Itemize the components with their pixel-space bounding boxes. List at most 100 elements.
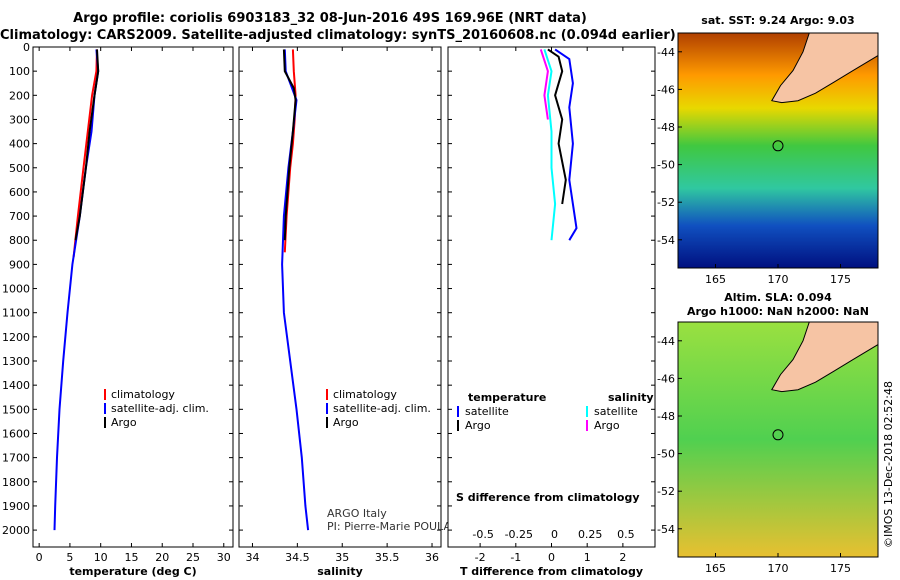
top-axis-label: S difference from climatology: [456, 491, 640, 504]
temperature-panel: 0 100 200 300 400 500 600 700 800 900 1000 1100 1200…: [2, 41, 234, 578]
y-tick-label: 700: [9, 210, 30, 223]
x-tick-label: 36: [425, 551, 439, 564]
x-axis-label: salinity: [317, 565, 363, 578]
x-tick-label: 25: [186, 551, 200, 564]
y-tick-label: 800: [9, 234, 30, 247]
title-line-1: Argo profile: coriolis 6903183_32 08-Jun…: [73, 11, 587, 26]
y-tick-label: 200: [9, 89, 30, 102]
x-tick-label: 15: [124, 551, 138, 564]
x-tick-label: 35: [335, 551, 349, 564]
top-tick-label: 0.5: [617, 528, 635, 541]
x-tick-label: 1: [584, 551, 591, 564]
title-line-2: Climatology: CARS2009. Satellite-adjuste…: [0, 28, 676, 43]
top-tick-label: -0.25: [505, 528, 533, 541]
x-tick-label: 165: [705, 273, 726, 286]
legend-label: satellite-adj. clim.: [333, 402, 431, 415]
legend-label: Argo: [465, 419, 491, 432]
y-tick-label: 1400: [2, 379, 30, 392]
y-tick-label: -52: [657, 485, 675, 498]
x-tick-label: 35.5: [375, 551, 400, 564]
y-tick-label: 0: [23, 41, 30, 54]
y-tick-label: -48: [657, 410, 675, 423]
x-tick-label: 170: [768, 562, 789, 575]
imos-watermark: ©IMOS 13-Dec-2018 02:52:48: [882, 381, 895, 548]
x-tick-label: 34: [245, 551, 259, 564]
legend-label: satellite: [465, 405, 509, 418]
y-tick-label: 1200: [2, 331, 30, 344]
legend-label: satellite-adj. clim.: [111, 402, 209, 415]
legend-label: satellite: [594, 405, 638, 418]
x-tick-label: -2: [475, 551, 486, 564]
top-tick-label: -0.5: [472, 528, 493, 541]
y-tick-label: -46: [657, 83, 675, 96]
y-tick-label: 500: [9, 162, 30, 175]
x-tick-label: 0: [548, 551, 555, 564]
y-tick-label: 2000: [2, 524, 30, 537]
legend-label: climatology: [333, 388, 397, 401]
map-title: Argo h1000: NaN h2000: NaN: [687, 305, 869, 318]
y-tick-label: 600: [9, 186, 30, 199]
y-tick-label: 1100: [2, 307, 30, 320]
y-tick-label: 1000: [2, 283, 30, 296]
y-tick-label: -52: [657, 196, 675, 209]
float-marker: [772, 429, 784, 441]
y-tick-label: 1900: [2, 500, 30, 513]
y-tick-label: -54: [657, 234, 675, 247]
map-title: sat. SST: 9.24 Argo: 9.03: [701, 14, 854, 27]
y-tick-label: 300: [9, 113, 30, 126]
y-tick-label: 400: [9, 138, 30, 151]
x-axis-label: temperature (deg C): [69, 565, 196, 578]
y-tick-label: 1700: [2, 452, 30, 465]
y-tick-label: -54: [657, 523, 675, 536]
x-tick-label: 165: [705, 562, 726, 575]
y-tick-label: -50: [657, 448, 675, 461]
legend-label: Argo: [594, 419, 620, 432]
legend-title: salinity: [608, 391, 654, 404]
float-marker: [772, 140, 784, 152]
x-tick-label: 30: [217, 551, 231, 564]
y-tick-label: -50: [657, 159, 675, 172]
x-tick-label: 2: [619, 551, 626, 564]
x-tick-label: 34.5: [285, 551, 310, 564]
y-tick-label: 100: [9, 65, 30, 78]
x-tick-label: 5: [66, 551, 73, 564]
x-tick-label: 175: [830, 562, 851, 575]
y-tick-label: 1800: [2, 476, 30, 489]
x-tick-label: 20: [155, 551, 169, 564]
y-tick-label: -46: [657, 372, 675, 385]
series-line: [74, 49, 100, 241]
y-tick-label: -44: [657, 335, 675, 348]
salinity-panel: 34 34.5 35 35.5 36 salinity climatologysatelli…: [238, 46, 462, 578]
x-tick-label: 10: [94, 551, 108, 564]
series-line: [539, 49, 549, 120]
legend-title: temperature: [468, 391, 546, 404]
y-tick-label: -48: [657, 121, 675, 134]
series-line: [554, 48, 578, 241]
y-tick-label: 1600: [2, 427, 30, 440]
plot-frame: [32, 46, 234, 548]
annotation-text: PI: Pierre-Marie POULAIN: [327, 520, 462, 533]
annotation-text: ARGO Italy: [327, 507, 387, 520]
y-tick-label: 900: [9, 258, 30, 271]
y-tick-label: -44: [657, 46, 675, 59]
difference-panel: -2 -1 0 1 2T difference from climatology S di…: [447, 46, 656, 578]
top-tick-label: 0: [551, 528, 558, 541]
x-tick-label: -1: [510, 551, 521, 564]
series-line: [282, 49, 297, 241]
map-title: Altim. SLA: 0.094: [724, 291, 832, 304]
y-tick-label: 1500: [2, 403, 30, 416]
x-tick-label: 170: [768, 273, 789, 286]
series-line: [543, 49, 557, 241]
sla-map-panel: -44 -46 -48 -50 -52 -54 165 170 175 Altim. SLA: 0…: [657, 291, 879, 575]
legend-label: Argo: [333, 416, 359, 429]
series-line: [547, 48, 567, 205]
legend-label: climatology: [111, 388, 175, 401]
series-line: [72, 49, 98, 258]
legend-label: Argo: [111, 416, 137, 429]
plot-frame: [238, 46, 442, 548]
x-axis-label: T difference from climatology: [460, 565, 643, 578]
series-line: [281, 49, 310, 531]
sst-map-panel: -44 -46 -48 -50 -52 -54 165 170 175 sat. SST: 9.2…: [657, 14, 879, 286]
y-tick-label: 1300: [2, 355, 30, 368]
